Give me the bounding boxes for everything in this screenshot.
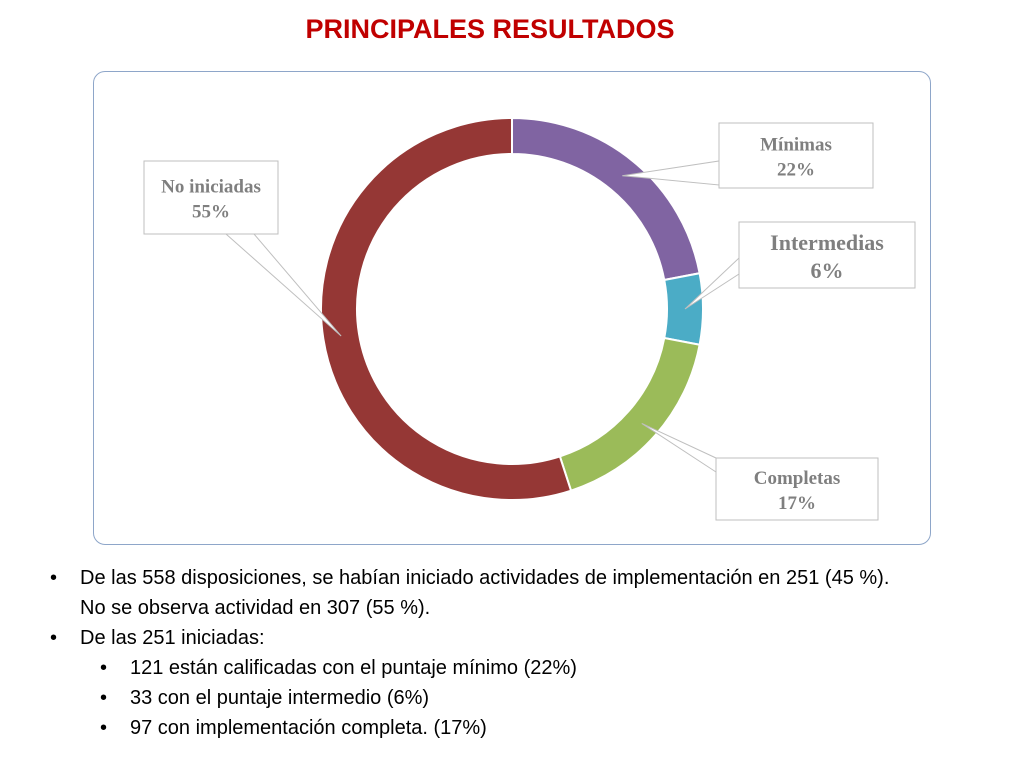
bullet-text: 97 con implementación completa. (17%) bbox=[130, 717, 487, 739]
slice-value-label: 22% bbox=[777, 160, 815, 181]
bullet-item: • De las 251 iniciadas: bbox=[48, 623, 1018, 653]
bullet-marker: • bbox=[50, 627, 58, 649]
slice-label: Mínimas bbox=[760, 135, 832, 156]
bullet-text: 33 con el puntaje intermedio (6%) bbox=[130, 687, 430, 709]
callout-box bbox=[715, 457, 879, 521]
bullet-continuation: No se observa actividad en 307 (55 %). bbox=[80, 597, 431, 619]
doughnut-slice-intermedias bbox=[663, 272, 704, 346]
doughnut-slice-mínimas bbox=[511, 116, 701, 282]
sub-bullet-item: • 97 con implementación completa. (17%) bbox=[48, 713, 1018, 743]
bullet-item: • De las 558 disposiciones, se habían in… bbox=[48, 563, 1018, 623]
bullet-list: • De las 558 disposiciones, se habían in… bbox=[48, 563, 1018, 743]
callout-leader bbox=[641, 422, 717, 473]
doughnut-slice-completas bbox=[558, 336, 701, 492]
callout-box bbox=[738, 221, 916, 289]
doughnut-chart: Mínimas 22% Intermedias 6% Completas 17% No in… bbox=[143, 116, 916, 521]
slice-label: Completas bbox=[754, 468, 841, 489]
sub-bullet-item: • 33 con el puntaje intermedio (6%) bbox=[48, 683, 1018, 713]
slice-value-label: 17% bbox=[778, 493, 816, 514]
sub-bullet-item: • 121 están calificadas con el puntaje m… bbox=[48, 653, 1018, 683]
slice-label: No iniciadas bbox=[161, 177, 261, 198]
slice-value-label: 55% bbox=[192, 202, 230, 223]
callout-box bbox=[143, 160, 279, 235]
bullet-text: 121 están calificadas con el puntaje mín… bbox=[130, 657, 577, 679]
bullet-marker: • bbox=[100, 687, 108, 709]
callout-box bbox=[718, 122, 874, 189]
chart-frame: Mínimas 22% Intermedias 6% Completas 17% No in… bbox=[93, 71, 931, 545]
doughnut-slice-no-iniciadas bbox=[320, 116, 573, 501]
slide-title: PRINCIPALES RESULTADOS bbox=[305, 14, 675, 44]
bullet-marker: • bbox=[50, 567, 58, 589]
bullet-marker: • bbox=[100, 717, 108, 739]
bullet-text: De las 558 disposiciones, se habían inic… bbox=[80, 567, 890, 589]
bullet-text: De las 251 iniciadas: bbox=[80, 627, 265, 649]
bullet-marker: • bbox=[100, 657, 108, 679]
slice-label: Intermedias bbox=[770, 230, 884, 255]
slice-value-label: 6% bbox=[811, 258, 844, 283]
